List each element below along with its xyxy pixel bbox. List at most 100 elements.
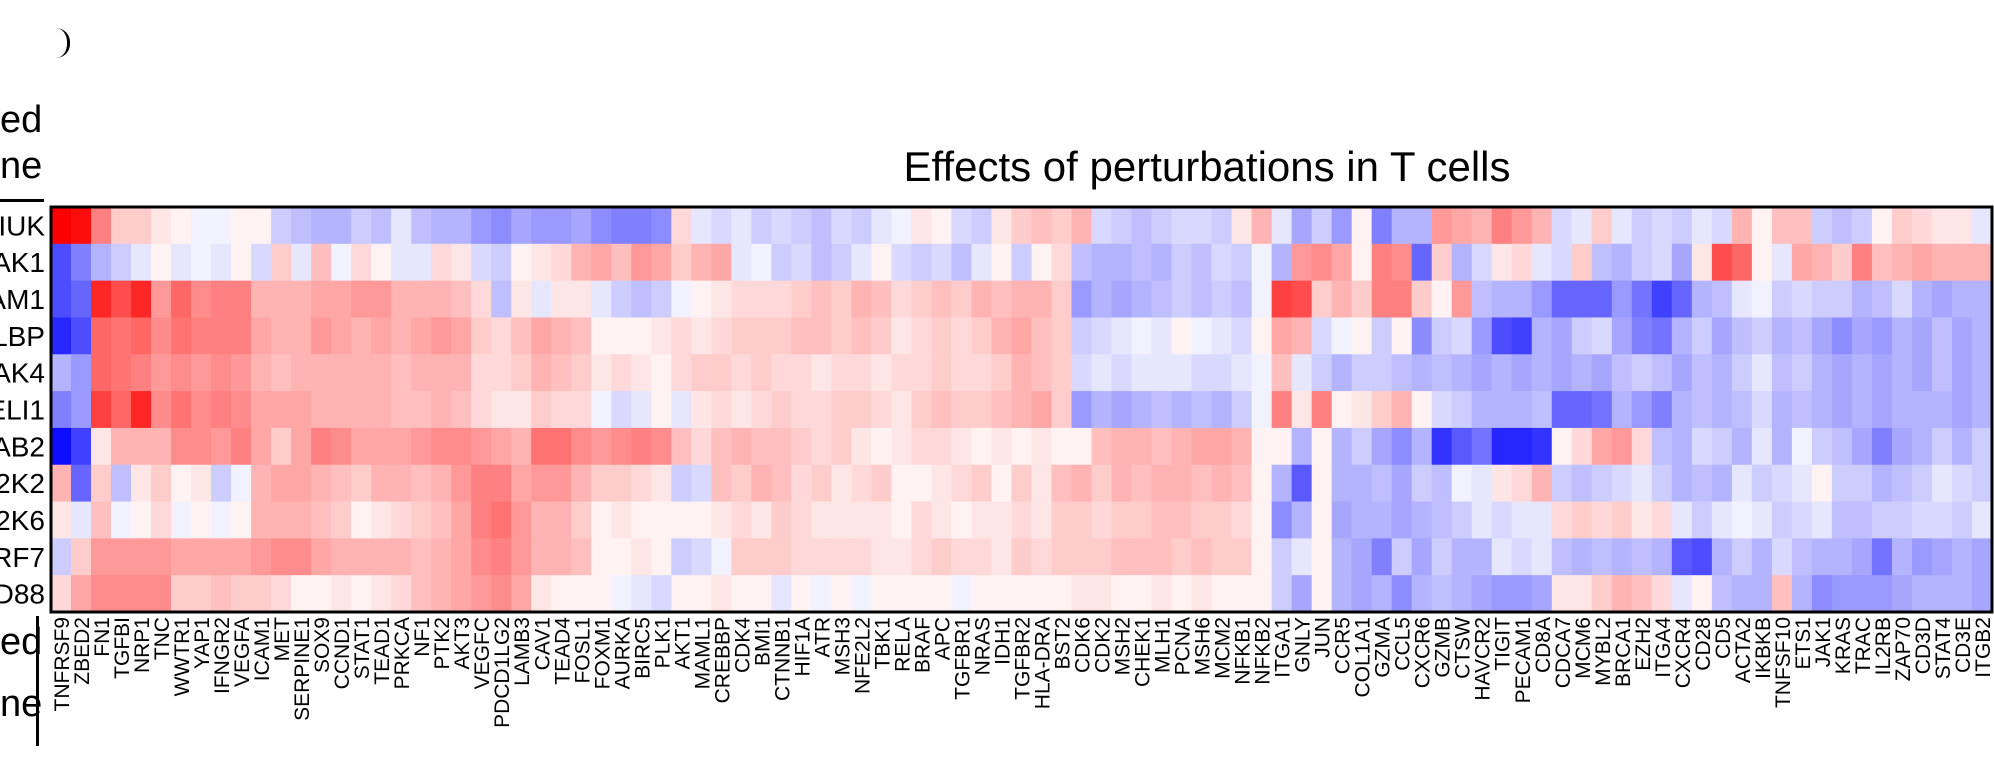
- heatmap-cell: [311, 243, 332, 282]
- heatmap-cell: [211, 464, 232, 503]
- heatmap-cell: [1251, 391, 1273, 429]
- heatmap-cell: [91, 427, 112, 466]
- heatmap-cell: [1431, 427, 1453, 466]
- heatmap-cell: [251, 317, 272, 355]
- heatmap-cell: [791, 391, 812, 429]
- heatmap-cell: [1251, 575, 1273, 613]
- heatmap-cell: [151, 207, 172, 245]
- heatmap-cell: [1931, 243, 1953, 282]
- heatmap-cell: [1391, 464, 1413, 503]
- heatmap-cell: [1091, 317, 1113, 355]
- heatmap-cell: [711, 538, 732, 576]
- heatmap-cell: [1031, 317, 1053, 355]
- column-label: CDK2: [1092, 617, 1115, 673]
- heatmap-cell: [811, 354, 832, 392]
- heatmap-cell: [1031, 207, 1053, 245]
- heatmap-cell: [691, 501, 712, 539]
- heatmap-cell: [1091, 575, 1113, 613]
- heatmap-cell: [1631, 207, 1653, 245]
- heatmap-cell: [291, 575, 312, 613]
- heatmap-cell: [91, 501, 112, 539]
- heatmap-cell: [1751, 501, 1773, 539]
- heatmap-cell: [1911, 464, 1933, 503]
- heatmap-cell: [1831, 354, 1853, 392]
- heatmap-cell: [1231, 464, 1253, 503]
- heatmap-cell: [1831, 575, 1853, 613]
- heatmap-cell: [1431, 391, 1453, 429]
- heatmap-cell: [951, 427, 973, 466]
- heatmap-cell: [771, 501, 792, 539]
- heatmap-cell: [1651, 280, 1673, 319]
- heatmap-cell: [671, 538, 692, 576]
- column-label: CCR5: [1332, 617, 1355, 674]
- heatmap-cell: [831, 538, 853, 576]
- heatmap-cell: [1891, 207, 1913, 245]
- heatmap-cell: [651, 317, 672, 355]
- heatmap-cell: [811, 501, 832, 539]
- heatmap-cell: [1231, 280, 1253, 319]
- heatmap-cell: [1651, 354, 1673, 392]
- heatmap-cell: [911, 464, 933, 503]
- heatmap-cell: [411, 391, 432, 429]
- heatmap-cell: [611, 427, 632, 466]
- heatmap-cell: [1291, 280, 1313, 319]
- column-label: TNFRSF9: [51, 617, 74, 712]
- heatmap-cell: [811, 538, 832, 576]
- heatmap-cell: [1511, 207, 1533, 245]
- heatmap-cell: [751, 207, 772, 245]
- heatmap-cell: [1251, 501, 1273, 539]
- heatmap-cell: [1471, 354, 1493, 392]
- heatmap-cell: [911, 538, 933, 576]
- heatmap-cell: [191, 464, 212, 503]
- column-label: NRP1: [131, 617, 154, 673]
- heatmap-cell: [1751, 538, 1773, 576]
- heatmap-cell: [751, 317, 772, 355]
- heatmap-cell: [1611, 280, 1633, 319]
- heatmap-cell: [1911, 207, 1933, 245]
- heatmap-cell: [1071, 354, 1093, 392]
- column-label: SERPINE1: [291, 617, 314, 721]
- heatmap-cell: [1531, 243, 1553, 282]
- heatmap-cell: [1651, 207, 1673, 245]
- heatmap-cell: [131, 501, 152, 539]
- heatmap-cell: [1011, 427, 1033, 466]
- heatmap-cell: [1511, 391, 1533, 429]
- heatmap-cell: [671, 575, 692, 613]
- heatmap-cell: [1331, 464, 1353, 503]
- heatmap-cell: [851, 501, 873, 539]
- heatmap-cell: [711, 391, 732, 429]
- heatmap-cell: [951, 538, 973, 576]
- column-label: COL1A1: [1352, 617, 1375, 698]
- heatmap-cell: [1191, 427, 1213, 466]
- heatmap-cell: [731, 501, 752, 539]
- heatmap-cell: [151, 427, 172, 466]
- heatmap-cell: [351, 391, 372, 429]
- heatmap-cell: [1091, 354, 1113, 392]
- heatmap-cell: [591, 280, 612, 319]
- heatmap-cell: [1971, 317, 1993, 355]
- heatmap-cell: [211, 501, 232, 539]
- heatmap-cell: [191, 280, 212, 319]
- heatmap-cell: [1731, 280, 1753, 319]
- heatmap-cell: [1711, 207, 1733, 245]
- heatmap-cell: [1351, 317, 1373, 355]
- heatmap-cell: [511, 575, 532, 613]
- heatmap-cell: [371, 464, 392, 503]
- heatmap-cell: [1951, 501, 1973, 539]
- row-label: RF7: [0, 542, 45, 573]
- heatmap-cell: [1171, 207, 1193, 245]
- heatmap-cell: [51, 354, 72, 392]
- heatmap-cell: [631, 501, 652, 539]
- heatmap-cell: [1511, 575, 1533, 613]
- heatmap-cell: [391, 427, 412, 466]
- heatmap-cell: [451, 501, 472, 539]
- heatmap-cell: [71, 243, 92, 282]
- heatmap-cell: [991, 354, 1013, 392]
- heatmap-cell: [1211, 317, 1233, 355]
- heatmap-cell: [1791, 575, 1813, 613]
- heatmap-cell: [631, 317, 652, 355]
- heatmap-cell: [931, 538, 953, 576]
- heatmap-cell: [111, 464, 132, 503]
- heatmap-cell: [1591, 243, 1613, 282]
- column-label: CD3D: [1912, 617, 1935, 674]
